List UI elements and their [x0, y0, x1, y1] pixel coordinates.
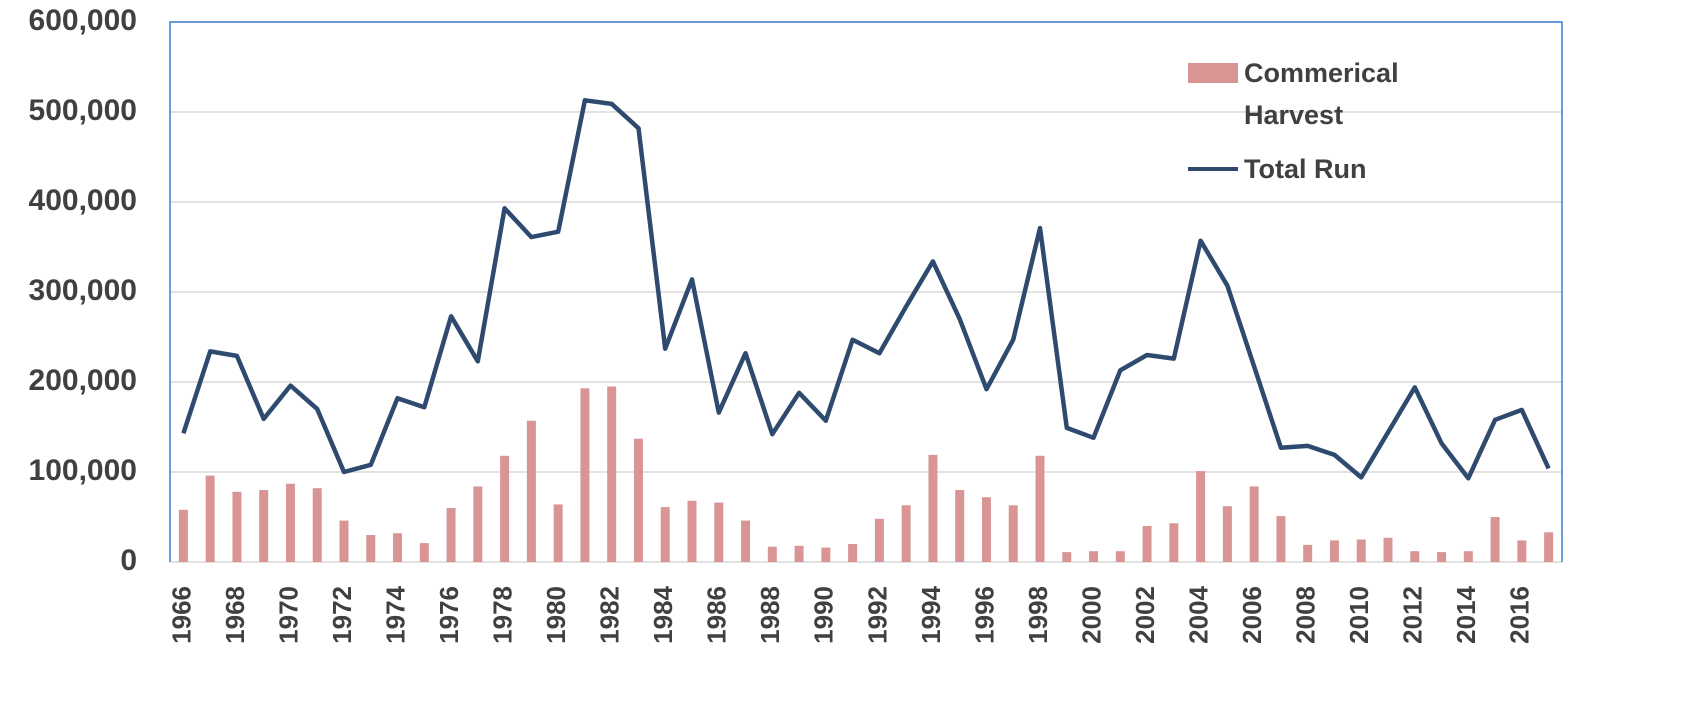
- x-tick-label: 1988: [755, 586, 785, 644]
- bar: [178, 509, 188, 562]
- x-tick-label: 2010: [1344, 586, 1374, 644]
- x-tick-label: 1980: [541, 586, 571, 644]
- bar: [955, 490, 965, 562]
- x-tick-label: 1976: [434, 586, 464, 644]
- bar: [767, 546, 777, 562]
- bar: [393, 533, 403, 562]
- bar: [1115, 551, 1125, 562]
- bar: [687, 500, 697, 562]
- x-tick-label: 1974: [380, 585, 410, 643]
- bar: [1410, 551, 1420, 562]
- x-tick-label: 2004: [1183, 585, 1213, 643]
- bar: [633, 438, 643, 562]
- bar: [1089, 551, 1099, 562]
- x-tick-label: 2006: [1237, 586, 1267, 644]
- bar: [874, 518, 884, 562]
- x-tick-label: 1998: [1023, 586, 1053, 644]
- legend-swatch: [1188, 63, 1238, 83]
- bar: [1437, 552, 1447, 562]
- bar: [553, 504, 563, 562]
- bar: [500, 455, 510, 562]
- bar: [526, 420, 536, 562]
- bar: [928, 454, 938, 562]
- x-tick-label: 1978: [487, 586, 517, 644]
- plot-border: [169, 21, 1563, 562]
- x-tick-label: 2014: [1451, 585, 1481, 643]
- y-tick-label: 600,000: [29, 4, 137, 37]
- bar: [473, 486, 483, 562]
- bar: [259, 490, 269, 562]
- x-tick-label: 1990: [809, 586, 839, 644]
- bar: [1356, 539, 1366, 562]
- y-tick-label: 500,000: [29, 94, 137, 127]
- x-tick-label: 2002: [1130, 586, 1160, 644]
- bar: [1303, 544, 1313, 562]
- legend-label: Commerical Harvest: [1244, 58, 1399, 130]
- x-tick-label: 2008: [1291, 586, 1321, 644]
- bar: [339, 520, 349, 562]
- x-tick-label: 1984: [648, 585, 678, 643]
- legend-swatch: [1188, 167, 1238, 171]
- bar: [1490, 517, 1500, 562]
- legend-item: Commerical Harvest: [1188, 52, 1444, 136]
- y-tick-label: 300,000: [29, 274, 137, 307]
- bar: [1249, 486, 1259, 562]
- bar: [848, 544, 858, 562]
- bar: [1383, 537, 1393, 562]
- bar: [1463, 551, 1473, 562]
- x-tick-label: 1972: [327, 586, 357, 644]
- bar: [232, 491, 242, 562]
- bar: [1142, 526, 1152, 562]
- bar: [660, 507, 670, 562]
- bar: [741, 520, 751, 562]
- bar: [366, 535, 376, 562]
- bar: [1276, 516, 1286, 562]
- legend-item: Total Run: [1188, 148, 1484, 190]
- bar: [1035, 455, 1045, 562]
- legend-label: Total Run: [1244, 154, 1367, 184]
- x-tick-label: 1996: [969, 586, 999, 644]
- y-tick-label: 100,000: [29, 454, 137, 487]
- bar: [285, 483, 295, 562]
- bar: [1544, 532, 1554, 562]
- x-tick-label: 1994: [916, 585, 946, 643]
- bar: [446, 508, 456, 562]
- bar: [1329, 540, 1339, 562]
- bar: [1517, 540, 1527, 562]
- x-tick-label: 1992: [862, 586, 892, 644]
- x-tick-label: 2000: [1076, 586, 1106, 644]
- x-tick-label: 1986: [702, 586, 732, 644]
- y-tick-label: 200,000: [29, 364, 137, 397]
- bar: [1196, 471, 1206, 562]
- y-tick-label: 0: [120, 544, 137, 577]
- line: [181, 98, 1551, 481]
- x-tick-label: 1966: [166, 586, 196, 644]
- bar: [901, 505, 911, 562]
- bar: [580, 388, 590, 562]
- x-tick-label: 2016: [1505, 586, 1535, 644]
- bar: [312, 488, 322, 562]
- bar: [419, 543, 429, 562]
- bar: [794, 545, 804, 562]
- x-tick-label: 1968: [220, 586, 250, 644]
- x-tick-label: 1982: [595, 586, 625, 644]
- bar: [607, 386, 617, 562]
- bar: [1008, 505, 1018, 562]
- bar: [821, 547, 831, 562]
- bar: [981, 497, 991, 562]
- bar: [1062, 552, 1072, 562]
- x-tick-label: 1970: [273, 586, 303, 644]
- bar: [1169, 523, 1179, 562]
- x-tick-label: 2012: [1398, 586, 1428, 644]
- bar: [714, 502, 724, 562]
- bar: [205, 475, 215, 562]
- bar: [1222, 506, 1232, 562]
- y-tick-label: 400,000: [29, 184, 137, 217]
